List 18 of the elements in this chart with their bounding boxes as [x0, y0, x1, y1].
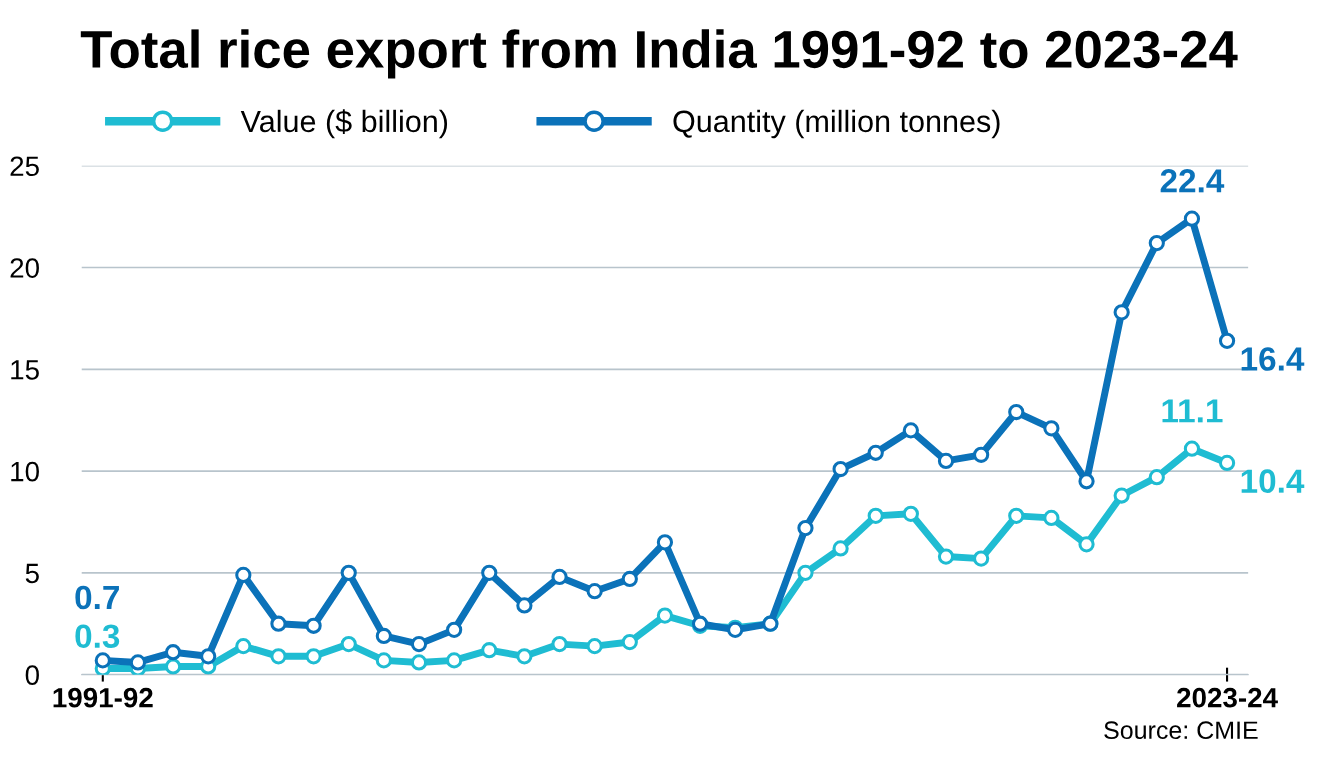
source-note: Source: CMIE: [1104, 721, 1258, 740]
legend-label: Quantity (million tonnes): [673, 109, 1000, 139]
y-tick-label: 10: [11, 461, 39, 482]
x-tick-label: 2023-24: [1177, 687, 1278, 708]
data-label: 0.7: [75, 585, 119, 610]
data-label: 11.1: [1162, 399, 1223, 423]
y-tick-label: 0: [25, 665, 39, 685]
y-tick-label: 15: [11, 360, 39, 380]
data-label: 0.3: [75, 624, 120, 649]
data-label: 16.4: [1241, 347, 1305, 371]
y-tick-label: 20: [10, 258, 39, 278]
chart-title: Total rice export from India 1991-92 to 2023-24: [80, 29, 1238, 79]
x-tick-label: 1991-92: [53, 687, 153, 708]
y-tick-label: 25: [10, 156, 39, 177]
data-label: 10.4: [1241, 469, 1305, 493]
y-tick-label: 5: [25, 563, 39, 584]
data-label: 22.4: [1160, 169, 1225, 193]
legend-label: Value ($ billion): [240, 109, 448, 139]
